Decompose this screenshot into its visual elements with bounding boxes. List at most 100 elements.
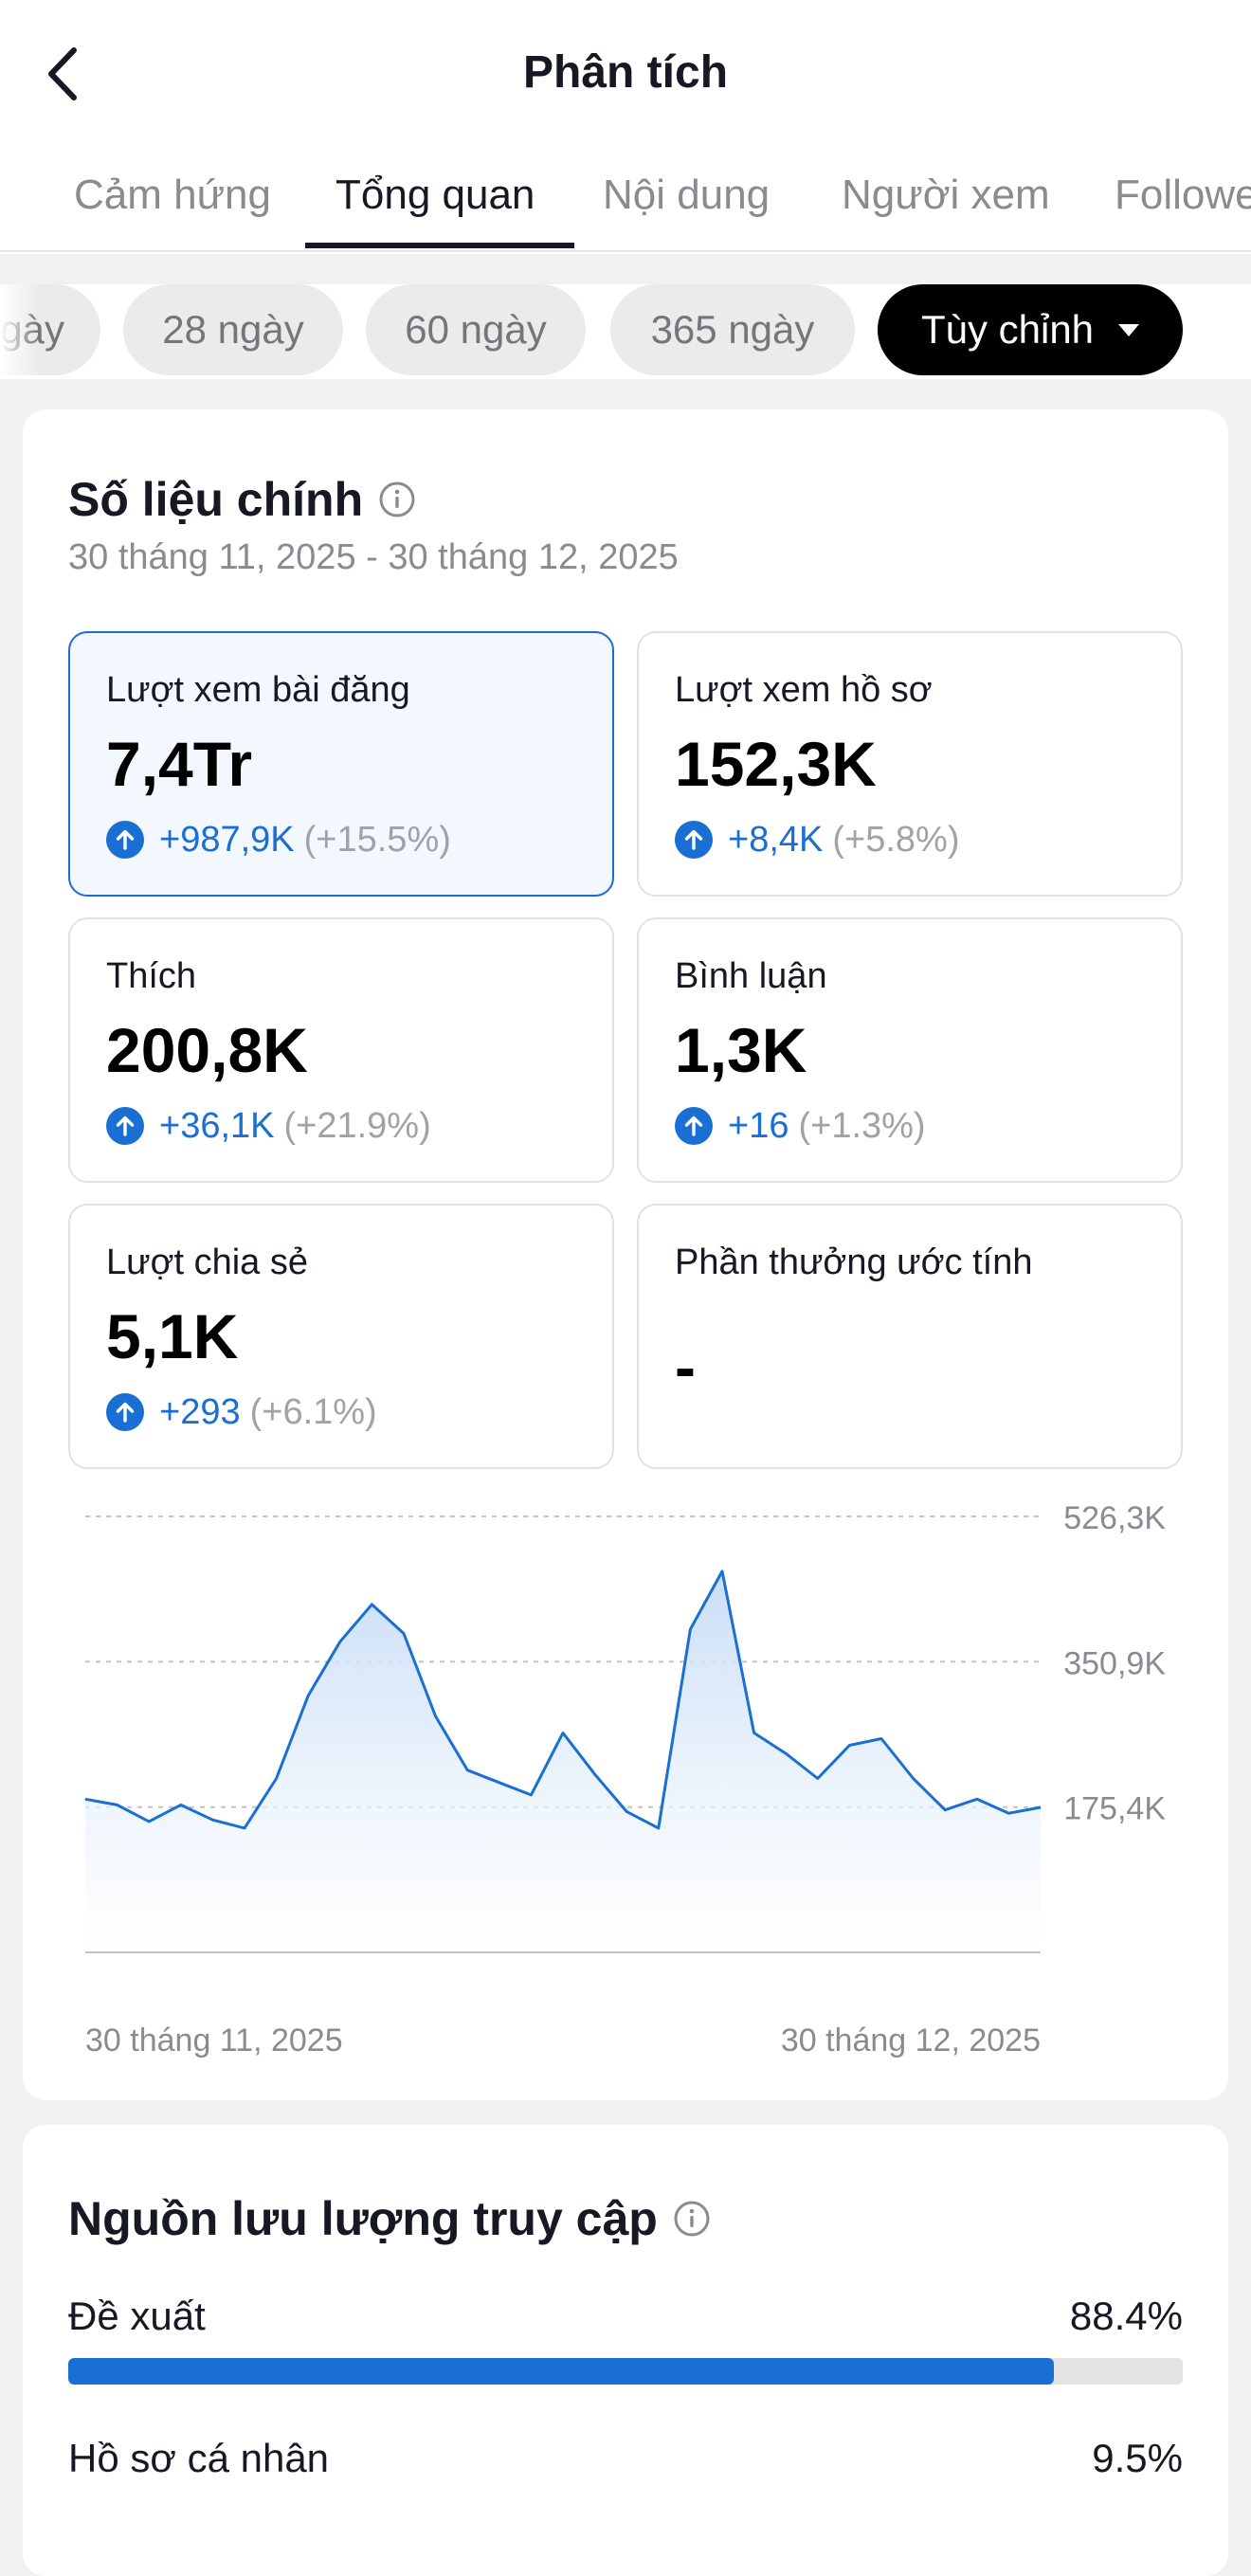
chart-x-tick-label: 30 tháng 11, 2025 <box>85 2023 343 2059</box>
traffic-title: Nguồn lưu lượng truy cập <box>68 2192 658 2245</box>
metric-value: 200,8K <box>106 1015 308 1085</box>
traffic-label: Hồ sơ cá nhân <box>68 2436 330 2480</box>
metric-profile-views[interactable]: Lượt xem hồ sơ 152,3K +8,4K (+5.8%) <box>637 631 1183 897</box>
chart-data-point <box>721 1570 723 1572</box>
metric-delta: +987,9K <box>159 819 295 860</box>
metric-label: Lượt xem bài đăng <box>106 670 410 710</box>
chart-data-point <box>84 1798 86 1800</box>
chart-data-point <box>913 1777 915 1779</box>
metric-percent: (+1.3%) <box>798 1105 926 1146</box>
post-views-chart: 526,3K 350,9K 175,4K 30 tháng 11, 2025 30 th… <box>23 1490 1228 2077</box>
date-range-label: 30 tháng 11, 2025 - 30 tháng 12, 2025 <box>68 537 679 577</box>
traffic-value: 9.5% <box>1092 2436 1183 2480</box>
info-icon[interactable] <box>673 2200 711 2238</box>
metric-delta: +293 <box>159 1391 241 1432</box>
metric-change: +36,1K (+21.9%) <box>106 1099 431 1152</box>
metric-label: Phần thưởng ước tính <box>675 1243 1033 1282</box>
chart-data-point <box>976 1798 978 1800</box>
chart-data-point <box>817 1777 819 1779</box>
chart-data-point <box>562 1732 564 1733</box>
chart-y-tick-label: 350,9K <box>1063 1645 1166 1681</box>
metric-change: +987,9K (+15.5%) <box>106 813 451 866</box>
chart-data-point <box>785 1752 787 1754</box>
metric-change: +8,4K (+5.8%) <box>675 813 960 866</box>
top-bar: Phân tích Cảm hứng Tổng quan Nội dung Ng… <box>0 0 1251 254</box>
chart-area-fill <box>85 1570 1041 1952</box>
metric-value: 152,3K <box>675 729 877 799</box>
metric-percent: (+21.9%) <box>283 1105 431 1146</box>
chart-data-point <box>689 1628 691 1630</box>
metric-label: Thích <box>106 956 197 996</box>
metric-change: +293 (+6.1%) <box>106 1386 377 1439</box>
metric-percent: (+5.8%) <box>832 819 960 860</box>
tab-content[interactable]: Nội dung <box>603 172 771 218</box>
chip-28-days[interactable]: 28 ngày <box>123 284 343 375</box>
tab-followers[interactable]: Follower <box>1115 172 1251 218</box>
chart-data-point <box>626 1810 627 1812</box>
chart-data-point <box>435 1715 437 1717</box>
metric-change: +16 (+1.3%) <box>675 1099 926 1152</box>
metric-comments[interactable]: Bình luận 1,3K +16 (+1.3%) <box>637 917 1183 1183</box>
chevron-left-icon <box>48 47 77 100</box>
chart-data-point <box>211 1819 213 1821</box>
metric-likes[interactable]: Thích 200,8K +36,1K (+21.9%) <box>68 917 614 1183</box>
key-metrics-card: Số liệu chính 30 tháng 11, 2025 - 30 thá… <box>23 409 1228 2100</box>
chart-x-tick-label: 30 tháng 12, 2025 <box>781 2023 1041 2059</box>
metric-percent: (+6.1%) <box>249 1391 377 1432</box>
metric-label: Lượt xem hồ sơ <box>675 670 933 710</box>
chart-data-point <box>530 1794 532 1796</box>
chart-svg: 526,3K 350,9K 175,4K 30 tháng 11, 2025 30 th… <box>84 1500 1166 2059</box>
traffic-label: Đề xuất <box>68 2294 206 2338</box>
traffic-sources-card: Nguồn lưu lượng truy cập Đề xuất 88.4% H… <box>23 2125 1228 2576</box>
metric-delta: +8,4K <box>728 819 824 860</box>
key-metrics-title: Số liệu chính <box>68 473 364 526</box>
back-button[interactable] <box>36 38 89 110</box>
arrow-up-icon <box>675 821 713 859</box>
date-range-chips: 7 ngày 28 ngày 60 ngày 365 ngày Tùy chỉn… <box>0 284 1251 379</box>
metric-delta: +16 <box>728 1105 789 1146</box>
traffic-bar <box>68 2358 1183 2385</box>
chart-data-point <box>753 1732 755 1733</box>
key-metrics-title-row: Số liệu chính <box>68 466 416 533</box>
chart-y-tick-label: 526,3K <box>1063 1500 1166 1536</box>
traffic-value: 88.4% <box>1069 2294 1183 2338</box>
chart-data-point <box>594 1773 596 1775</box>
tab-overview[interactable]: Tổng quan <box>335 172 535 218</box>
chart-data-point <box>1040 1806 1042 1808</box>
page-title: Phân tích <box>522 47 729 98</box>
chart-data-point <box>466 1769 468 1771</box>
chip-custom[interactable]: Tùy chỉnh <box>878 284 1183 375</box>
metric-post-views[interactable]: Lượt xem bài đăng 7,4Tr +987,9K (+15.5%) <box>68 631 614 897</box>
metric-label: Lượt chia sẻ <box>106 1243 309 1282</box>
tab-inspiration[interactable]: Cảm hứng <box>74 172 271 218</box>
scroll-fade <box>0 284 38 379</box>
chart-data-point <box>658 1827 660 1829</box>
metric-percent: (+15.5%) <box>303 819 451 860</box>
arrow-up-icon <box>106 1393 144 1431</box>
metric-shares[interactable]: Lượt chia sẻ 5,1K +293 (+6.1%) <box>68 1204 614 1469</box>
metric-label: Bình luận <box>675 956 827 996</box>
chip-60-days[interactable]: 60 ngày <box>366 284 586 375</box>
chart-data-point <box>148 1821 150 1823</box>
chart-data-point <box>848 1744 850 1746</box>
arrow-up-icon <box>106 821 144 859</box>
chart-data-point <box>403 1632 405 1634</box>
chip-365-days[interactable]: 365 ngày <box>610 284 855 375</box>
metric-value: - <box>675 1332 696 1402</box>
info-icon[interactable] <box>378 481 416 518</box>
traffic-title-row: Nguồn lưu lượng truy cập <box>68 2186 711 2252</box>
metric-value: 5,1K <box>106 1301 239 1371</box>
metric-value: 7,4Tr <box>106 729 253 799</box>
metric-estimated-rewards[interactable]: Phần thưởng ước tính - <box>637 1204 1183 1469</box>
arrow-up-icon <box>106 1107 144 1145</box>
metric-delta: +36,1K <box>159 1105 275 1146</box>
tab-viewers[interactable]: Người xem <box>842 172 1050 218</box>
chart-data-point <box>1007 1812 1009 1814</box>
chart-y-tick-label: 175,4K <box>1063 1791 1166 1827</box>
tab-bar: Cảm hứng Tổng quan Nội dung Người xem Fo… <box>0 152 1251 252</box>
chart-data-point <box>880 1738 882 1740</box>
traffic-bar-fill <box>68 2358 1054 2385</box>
metric-value: 1,3K <box>675 1015 807 1085</box>
active-tab-indicator <box>305 243 574 248</box>
chart-data-point <box>276 1777 278 1779</box>
